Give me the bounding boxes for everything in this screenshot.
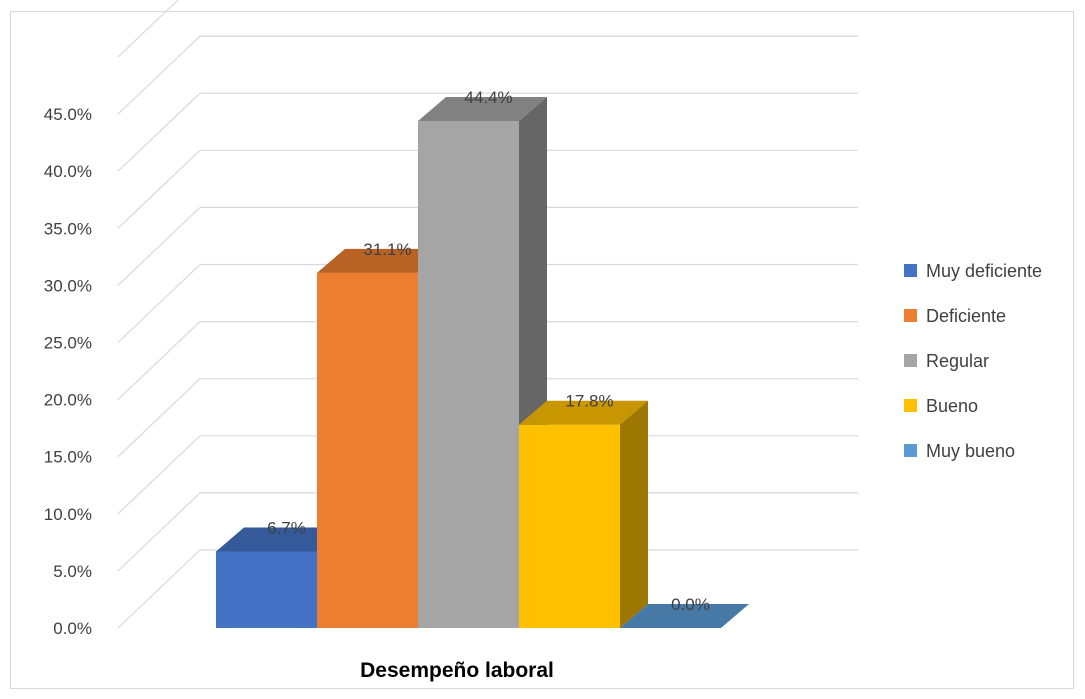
gridline-diagonal	[117, 378, 201, 458]
bar-front-face	[519, 424, 620, 628]
legend-swatch	[904, 309, 917, 322]
bar-front-face	[418, 120, 519, 629]
y-axis-ticks: 0.0% 5.0% 10.0% 15.0% 20.0% 25.0% 30.0% 35.0% 40…	[44, 105, 92, 638]
legend-item: Muy deficiente	[904, 261, 1042, 281]
legend-item: Muy bueno	[904, 441, 1015, 461]
legend-swatch	[904, 444, 917, 457]
bar-top-face	[317, 248, 446, 273]
bar-top-face	[620, 604, 749, 628]
legend-label: Deficiente	[926, 306, 1006, 326]
legend-swatch	[904, 399, 917, 412]
legend: Muy deficiente Deficiente Regular Bueno Muy …	[904, 261, 1042, 461]
data-label: 6.7%	[267, 518, 306, 537]
bar-top-face	[418, 96, 547, 121]
gridline-diagonal	[117, 435, 201, 515]
data-label: 0.0%	[671, 595, 710, 614]
y-tick-label: 45.0%	[44, 105, 92, 124]
legend-label: Bueno	[926, 396, 978, 416]
legend-item: Bueno	[904, 396, 978, 416]
gridline-diagonal	[117, 264, 201, 343]
gridline-diagonal	[117, 492, 201, 572]
legend-item: Regular	[904, 351, 989, 371]
legend-item: Deficiente	[904, 306, 1006, 326]
data-label: 31.1%	[363, 240, 411, 259]
bar-side-face	[620, 400, 648, 628]
gridline-diagonal	[117, 549, 201, 629]
data-labels: 6.7% 31.1% 44.4% 17.8% 0.0%	[267, 88, 710, 614]
gridline-diagonal	[117, 321, 201, 401]
bar-front-face	[317, 272, 418, 628]
y-tick-label: 5.0%	[53, 562, 92, 581]
bar-muy-bueno	[620, 604, 749, 628]
gridline-diagonal	[117, 206, 201, 286]
legend-label: Muy bueno	[926, 441, 1015, 461]
data-label: 44.4%	[464, 88, 512, 107]
y-tick-label: 20.0%	[44, 391, 92, 410]
legend-label: Muy deficiente	[926, 261, 1042, 281]
y-tick-label: 40.0%	[44, 162, 92, 181]
legend-swatch	[904, 354, 917, 367]
gridline-diagonal	[117, 35, 201, 115]
y-tick-label: 25.0%	[44, 334, 92, 353]
gridline-diagonal	[117, 92, 201, 172]
gridline-diagonal	[117, 149, 201, 229]
legend-label: Regular	[926, 351, 989, 371]
bar-top-face	[519, 400, 648, 425]
y-tick-label: 0.0%	[53, 619, 92, 638]
bars	[216, 96, 749, 629]
bar-front-face	[216, 551, 317, 628]
bar-top-face	[216, 527, 345, 552]
y-tick-label: 30.0%	[44, 276, 92, 295]
data-label: 17.8%	[565, 392, 613, 411]
x-axis-label: Desempeño laboral	[360, 659, 554, 682]
y-tick-label: 35.0%	[44, 219, 92, 238]
bar-regular	[418, 96, 547, 629]
gridline-diagonal	[117, 0, 179, 58]
bar-bueno	[519, 400, 648, 628]
y-tick-label: 15.0%	[44, 448, 92, 467]
y-tick-label: 10.0%	[44, 505, 92, 524]
legend-swatch	[904, 264, 917, 277]
